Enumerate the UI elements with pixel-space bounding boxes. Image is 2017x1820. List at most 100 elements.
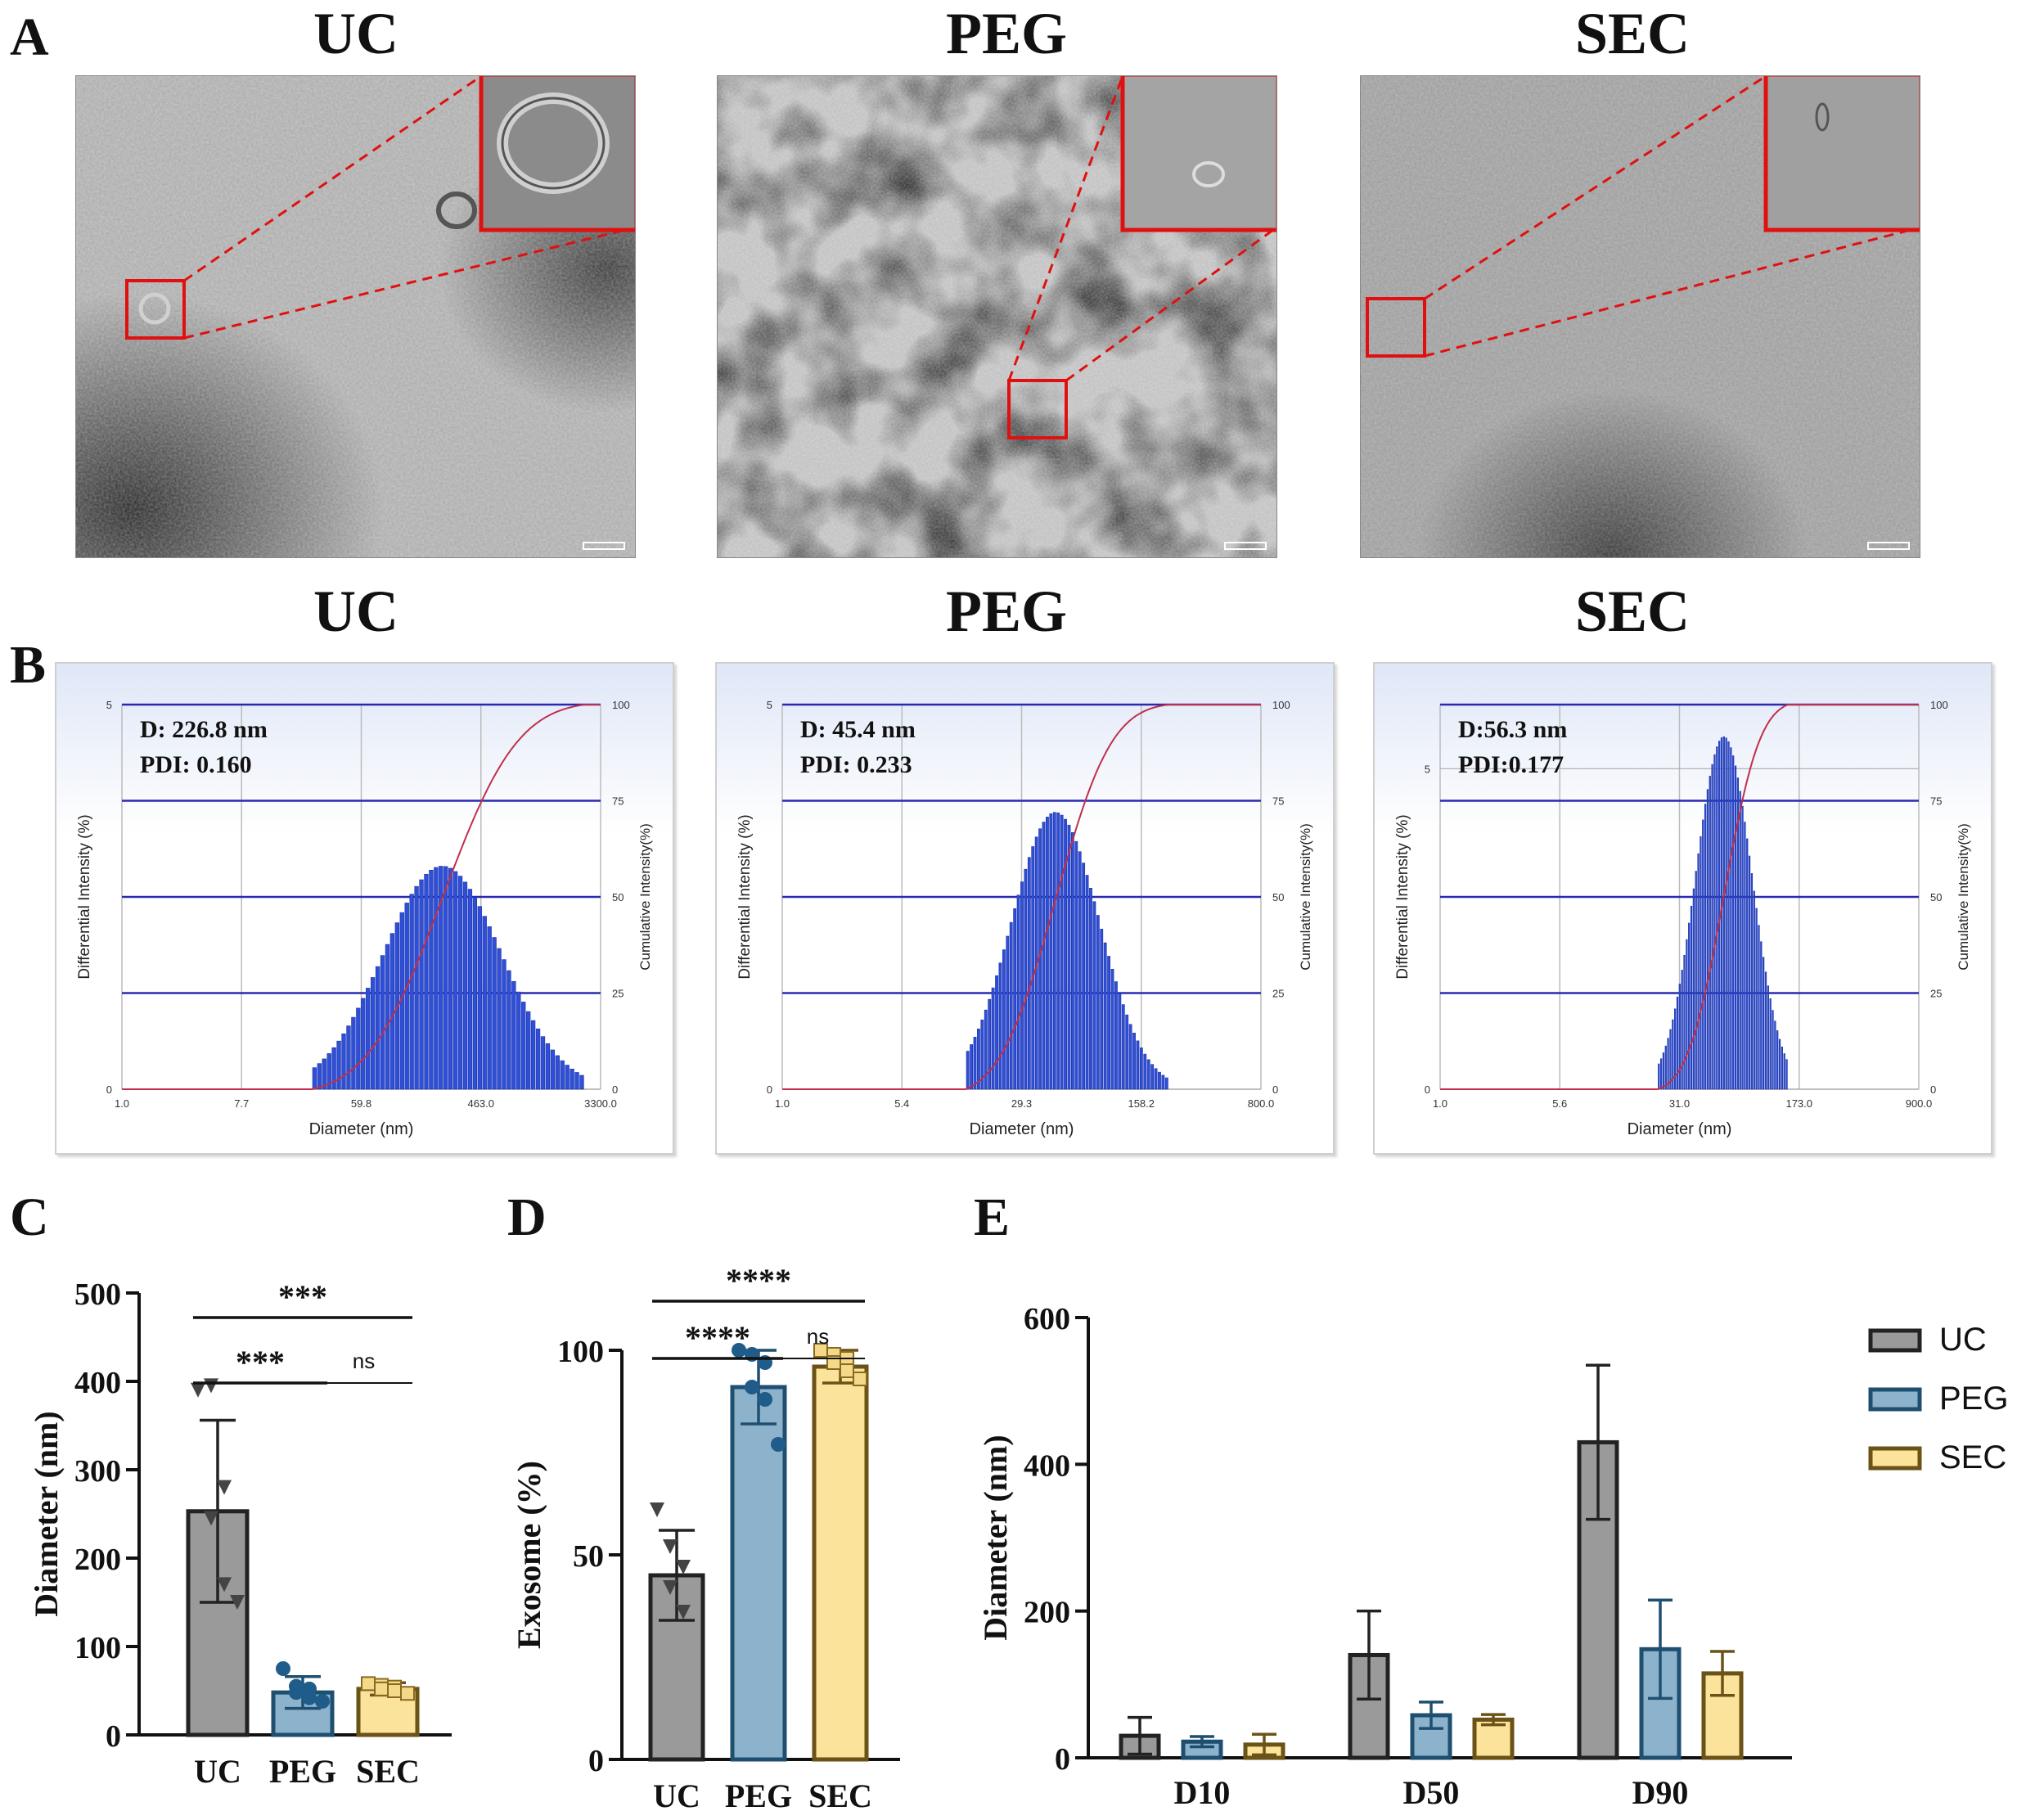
x-tick-label: 5.4 [894, 1097, 909, 1110]
y2-tick-label: 50 [1930, 891, 1942, 903]
distribution-bar [1110, 969, 1114, 1090]
distribution-bar [1672, 1019, 1674, 1090]
x-tick-label: 1.0 [1433, 1097, 1447, 1110]
x-tick-label: 7.7 [234, 1097, 249, 1110]
distribution-bar [1103, 942, 1107, 1090]
bar [1348, 1652, 1390, 1760]
distribution-bar [570, 1069, 574, 1090]
distribution-bar [389, 933, 395, 1090]
significance-label: *** [278, 1278, 327, 1315]
distribution-bar [1092, 901, 1096, 1090]
distribution-bar [1070, 832, 1074, 1090]
y2-tick-label: 0 [1930, 1083, 1936, 1096]
y2-tick-label: 75 [1930, 795, 1942, 808]
x-tick-label: 173.0 [1785, 1097, 1812, 1110]
y-axis-label: Diameter (nm) [28, 1411, 65, 1616]
distribution-bar [565, 1065, 570, 1090]
y2-tick-label: 25 [1930, 988, 1942, 1000]
distribution-bar [1709, 776, 1711, 1090]
distribution-bar [409, 894, 414, 1090]
distribution-bar [1686, 939, 1688, 1090]
significance-label: ns [807, 1324, 829, 1349]
y2-tick-label: 0 [1272, 1083, 1278, 1096]
distribution-bar [1736, 777, 1739, 1090]
data-point [676, 1605, 691, 1620]
distribution-bar [1139, 1047, 1143, 1090]
legend-label: SEC [1939, 1439, 2006, 1475]
distribution-bar [1690, 905, 1693, 1090]
distribution-bar [1052, 812, 1056, 1090]
data-point [650, 1502, 664, 1517]
data-point [217, 1577, 232, 1592]
distribution-bar [448, 867, 453, 1090]
distribution-bar [1763, 957, 1765, 1090]
distribution-bar [1056, 812, 1060, 1090]
distribution-bar [579, 1074, 584, 1090]
data-point [663, 1580, 678, 1595]
chart-d-exosome: 0 50 100 Exosome (%) UC PEG SEC **** **** ns [511, 1262, 900, 1814]
distribution-bar [1706, 789, 1709, 1090]
distribution-bar [970, 1044, 974, 1090]
distribution-bar [1741, 805, 1744, 1090]
distribution-bar [1006, 935, 1010, 1090]
dls-chart-sec-svg: 1.0 5.6 31.0 173.0 900.0025507510005Diameter… [1375, 664, 1991, 1153]
y-tick-label: 0 [106, 1083, 112, 1096]
distribution-bar [1695, 871, 1697, 1090]
x-tick-label: 158.2 [1128, 1097, 1155, 1110]
legend-swatch [1868, 1328, 1922, 1353]
distribution-bar [1776, 1030, 1779, 1090]
distribution-bar [472, 897, 478, 1090]
y-tick-label: 400 [1024, 1448, 1070, 1483]
distribution-bar [1078, 851, 1082, 1090]
distribution-bar [336, 1040, 341, 1090]
distribution-bar [1678, 984, 1681, 1090]
distribution-bar [1772, 1010, 1774, 1090]
x-tick-label: 31.0 [1669, 1097, 1690, 1110]
distribution-bar [1734, 765, 1737, 1090]
distribution-bar [1096, 915, 1100, 1090]
distribution-bar [1146, 1059, 1150, 1090]
distribution-bar [1662, 1052, 1665, 1090]
chart-e-distribution: 0 200 400 600 Diameter (nm) D10 D50 D90 UC PEG SEC [977, 1302, 2008, 1811]
distribution-bar [1711, 764, 1713, 1090]
distribution-bar [1716, 746, 1718, 1090]
y-tick-label: 0 [1425, 1083, 1430, 1096]
x-tick-label: 800.0 [1248, 1097, 1275, 1110]
data-point [663, 1539, 678, 1554]
distribution-bar [1125, 1014, 1129, 1090]
distribution-bar [1692, 888, 1695, 1090]
data-point [676, 1560, 691, 1574]
distribution-bar [375, 966, 380, 1090]
data-point [745, 1380, 759, 1394]
distribution-bar [1132, 1033, 1136, 1090]
x-tick-label: 59.8 [351, 1097, 371, 1110]
data-point [302, 1690, 317, 1705]
y-tick-label: 100 [74, 1631, 121, 1665]
distribution-bar [1100, 929, 1104, 1090]
distribution-bar [1114, 981, 1118, 1090]
legend-swatch [1868, 1387, 1922, 1412]
dls-chart-sec: 1.0 5.6 31.0 173.0 900.0 0 25 50 75 100 0 5 Diameter… [1373, 662, 1992, 1155]
distribution-bar [1783, 1053, 1785, 1090]
distribution-bar [326, 1053, 331, 1090]
distribution-bar [1031, 846, 1035, 1090]
x-tick-label: SEC [808, 1777, 872, 1814]
distribution-bar [1683, 954, 1686, 1090]
x-tick-label: D10 [1174, 1774, 1231, 1811]
x-axis-label: Diameter (nm) [1628, 1120, 1732, 1138]
y-tick-label: 400 [74, 1366, 121, 1400]
distribution-bar [1785, 1059, 1788, 1090]
bar [812, 1364, 869, 1762]
distribution-bar [1664, 1045, 1667, 1090]
cumulative-curve [782, 704, 1261, 1090]
distribution-bar [1049, 813, 1053, 1090]
significance-label: **** [726, 1262, 791, 1299]
distribution-bar [380, 955, 385, 1090]
distribution-bar [1676, 996, 1679, 1090]
y-tick-label: 0 [106, 1719, 121, 1754]
x-tick-label: SEC [356, 1753, 420, 1790]
distribution-bar [550, 1049, 556, 1090]
distribution-bar [1082, 863, 1086, 1090]
y-tick-label: 200 [74, 1543, 121, 1577]
y-axis-label: Exosome (%) [511, 1461, 547, 1649]
